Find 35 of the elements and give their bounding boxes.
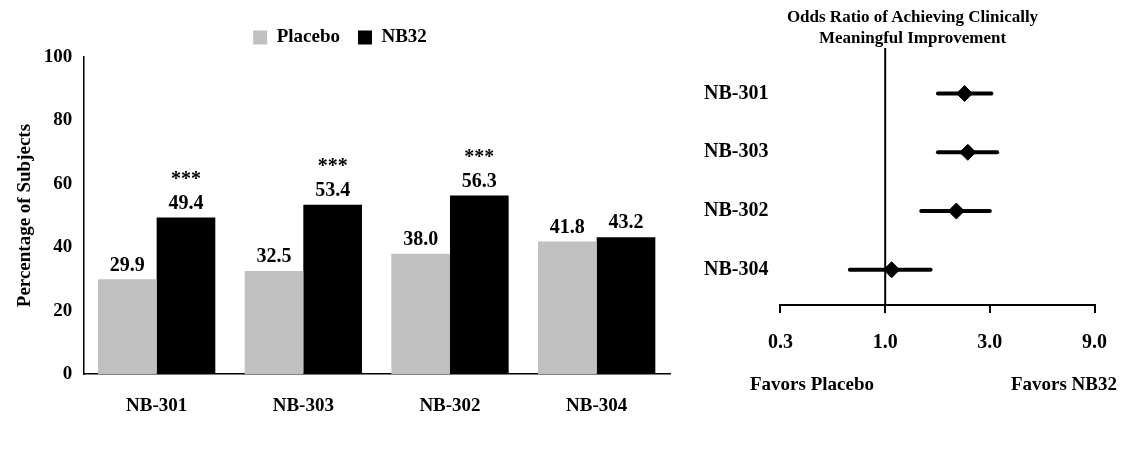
y-tick-label: NB-304: [703, 256, 769, 279]
y-tick-label: NB-302: [703, 198, 769, 221]
y-tick-label: NB-301: [703, 80, 769, 103]
y-tick-label: 60: [53, 171, 73, 193]
data-label: 56.3: [461, 168, 497, 191]
y-tick-label: 0: [62, 362, 73, 384]
x-tick-label: 3.0: [977, 330, 1003, 353]
x-tick-label: 9.0: [1082, 330, 1107, 353]
data-label: 32.5: [256, 244, 292, 267]
x-tick-label: NB-303: [272, 393, 334, 415]
x-tick-label: NB-301: [126, 393, 188, 415]
annotation: ***: [170, 166, 201, 189]
y-tick-label: 100: [43, 44, 73, 66]
x-tick-label: 0.3: [767, 330, 793, 353]
x-tick-label: 1.0: [872, 330, 898, 353]
y-tick-label: NB-303: [703, 139, 769, 162]
chart-title: Odds Ratio of Achieving Clinically Meaningful Improvement: [785, 6, 1040, 48]
data-label: 43.2: [608, 210, 644, 233]
x-tick-label: NB-304: [566, 393, 628, 415]
text: Favors Placebo: [750, 373, 875, 395]
annotation: ***: [317, 153, 348, 176]
annotation: ***: [464, 144, 495, 167]
x-tick-label: NB-302: [419, 393, 481, 415]
legend-label: NB32: [381, 25, 427, 47]
y-tick-label: 80: [53, 108, 73, 130]
data-label: 29.9: [109, 252, 145, 275]
data-label: 41.8: [549, 214, 585, 237]
data-label: 38.0: [403, 226, 439, 249]
data-label: 53.4: [315, 177, 351, 200]
y-axis-title: Percentage of Subjects: [13, 123, 35, 308]
y-tick-label: 40: [53, 235, 73, 257]
legend-label: Placebo: [276, 25, 340, 47]
data-label: 49.4: [168, 190, 204, 213]
y-tick-label: 20: [53, 298, 73, 320]
text: Favors NB32: [1010, 373, 1117, 395]
